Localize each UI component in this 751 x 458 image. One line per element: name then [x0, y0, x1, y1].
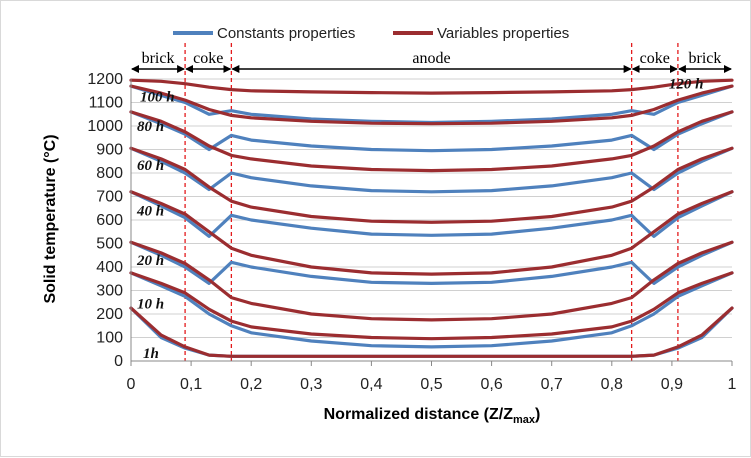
- region-label: brick: [689, 50, 722, 67]
- x-tick-label: 1: [728, 376, 737, 393]
- constants-line-40h: [129, 190, 734, 238]
- y-tick-label: 200: [96, 306, 123, 323]
- variables-line-60h: [129, 146, 734, 224]
- x-tick-label: 0,5: [420, 376, 442, 393]
- x-tick-label: 0,8: [601, 376, 623, 393]
- curve-label: 40 h: [136, 204, 164, 220]
- y-tick-label: 300: [96, 283, 123, 300]
- x-tick-label: 0,3: [300, 376, 322, 393]
- x-tick-label: 0,7: [541, 376, 563, 393]
- variables-line-10h: [129, 271, 734, 341]
- curve-label: 100 h: [140, 90, 175, 106]
- constants-line-20h: [129, 240, 734, 285]
- region-boundaries: [184, 43, 679, 361]
- curve-label: 10 h: [137, 296, 164, 312]
- legend: Constants properties Variables propertie…: [173, 25, 569, 42]
- curve-label: 1h: [143, 346, 159, 362]
- y-tick-label: 1100: [89, 95, 124, 112]
- x-tick-label: 0,9: [661, 376, 683, 393]
- region-label: anode: [412, 50, 450, 67]
- y-tick-label: 400: [96, 259, 123, 276]
- x-tick-label: 0: [127, 376, 136, 393]
- x-axis-title: Normalized distance (Z/Zmax): [324, 406, 541, 426]
- axes: 0 100 200 300 400 500 600 700 800 900 1000 1100 1200…: [87, 71, 736, 393]
- x-tick-label: 0,1: [180, 376, 202, 393]
- variables-line-1h: [129, 306, 734, 358]
- region-label: brick: [142, 50, 175, 67]
- y-axis-title: Solid temperature (°C): [42, 134, 59, 303]
- y-tick-label: 600: [96, 212, 123, 229]
- y-tick-label: 900: [96, 142, 123, 159]
- y-tick-label: 0: [114, 353, 123, 370]
- y-tick-label: 500: [96, 236, 123, 253]
- grid: [131, 78, 732, 338]
- curve-label: 80 h: [137, 119, 164, 135]
- curve-label: 60 h: [137, 158, 164, 174]
- region-label: coke: [640, 50, 670, 67]
- legend-label-constants: Constants properties: [217, 25, 355, 42]
- variables-line-100h: [129, 84, 734, 126]
- legend-label-variables: Variables properties: [437, 25, 569, 42]
- variables-line-20h: [129, 240, 734, 322]
- variables-line-40h: [129, 190, 734, 276]
- region-label: coke: [193, 50, 223, 67]
- y-tick-label: 100: [96, 330, 123, 347]
- constants-line-80h: [129, 110, 734, 153]
- x-tick-label: 0,6: [480, 376, 502, 393]
- y-tick-label: 700: [96, 189, 123, 206]
- variables-line-80h: [129, 110, 734, 173]
- x-tick-label: 0,2: [240, 376, 262, 393]
- x-axis-title-close: ): [535, 406, 540, 423]
- x-tick-label: 0,4: [360, 376, 382, 393]
- x-axis-title-main: Normalized distance (Z/Z: [324, 406, 514, 423]
- y-tick-label: 1200: [87, 71, 123, 88]
- y-tick-label: 800: [96, 165, 123, 182]
- constants-line-60h: [129, 146, 734, 194]
- curve-annotations: 1h 10 h 20 h 40 h 60 h 80 h 100 h 120 h: [136, 77, 703, 362]
- curve-label: 20 h: [136, 253, 164, 269]
- series-lines: [129, 78, 734, 358]
- constants-line-10h: [129, 271, 734, 349]
- y-tick-label: 1000: [87, 118, 123, 135]
- curve-label: 120 h: [669, 77, 704, 93]
- region-arrows: brick coke anode coke brick: [131, 50, 732, 73]
- variables-line-120h: [129, 78, 734, 95]
- x-axis-title-subscript: max: [513, 414, 536, 426]
